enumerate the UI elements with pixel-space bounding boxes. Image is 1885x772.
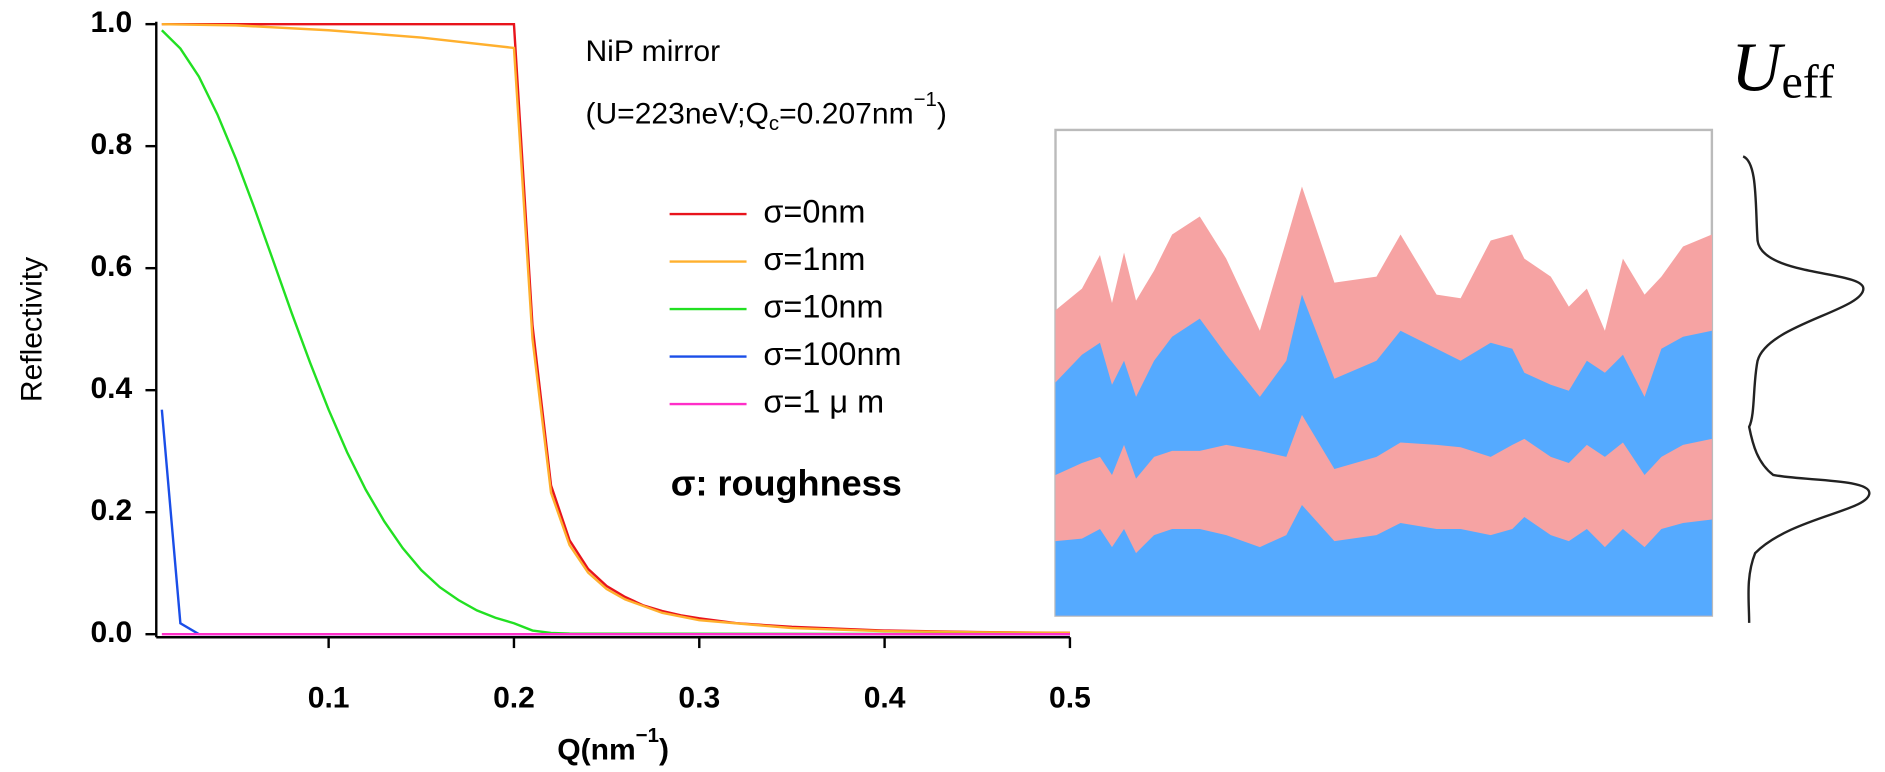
annotation-part: ) — [937, 97, 947, 130]
y-tick-label: 0.2 — [90, 494, 132, 527]
x-tick-label: 0.4 — [864, 682, 906, 715]
label-part: eff — [1781, 56, 1834, 109]
annotation-part: c — [769, 114, 779, 136]
data-line — [160, 29, 1070, 636]
annotation-part: (U=223neV;Q — [585, 97, 768, 130]
data-line — [160, 409, 1070, 636]
label-part: −1 — [636, 725, 659, 747]
y-tick-label: 1.0 — [90, 6, 132, 39]
roughness-diagram — [1055, 186, 1712, 616]
annotation-part: =0.207nm — [779, 97, 913, 130]
legend-label: σ=100nm — [763, 336, 901, 372]
potential-label: Ueff — [1731, 30, 1835, 109]
y-tick-label: 0.6 — [90, 250, 132, 283]
data-line — [161, 22, 1070, 635]
legend-label: σ=1 μ m — [763, 384, 884, 420]
annotation-part: −1 — [914, 89, 937, 111]
legend-label: σ=10nm — [763, 289, 883, 325]
annotation: NiP mirror — [585, 35, 720, 68]
layer — [1055, 505, 1712, 616]
y-axis-label: Reflectivity — [16, 257, 49, 402]
legend-label: σ=1nm — [763, 241, 865, 277]
y-tick-label: 0.4 — [90, 372, 132, 405]
x-tick-label: 0.5 — [1049, 682, 1091, 715]
annotation: (U=223neV;Qc=0.207nm−1) — [585, 89, 946, 135]
label-part: Q(nm — [557, 733, 635, 766]
x-axis-label: Q(nm−1) — [557, 725, 669, 766]
y-tick-label: 0.8 — [90, 128, 132, 161]
legend-label: σ=0nm — [763, 194, 865, 230]
annotation: σ: roughness — [671, 462, 902, 503]
potential-curve — [1742, 155, 1871, 623]
x-tick-label: 0.1 — [308, 682, 350, 715]
x-tick-label: 0.2 — [493, 682, 535, 715]
y-tick-label: 0.0 — [90, 616, 132, 649]
label-part: ) — [659, 733, 669, 766]
label-part: U — [1731, 30, 1786, 107]
x-tick-label: 0.3 — [678, 682, 720, 715]
